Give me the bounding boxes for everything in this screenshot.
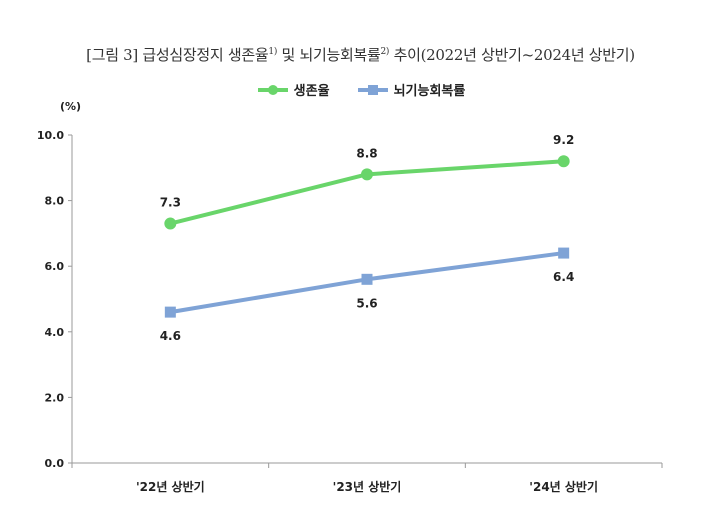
data-label: 4.6: [160, 329, 181, 343]
y-tick-label: 10.0: [37, 129, 64, 142]
y-tick-label: 4.0: [45, 326, 65, 339]
x-category-label: '24년 상반기: [529, 479, 598, 494]
data-label: 5.6: [356, 296, 377, 310]
y-axis-unit: (%): [60, 100, 82, 113]
y-tick-label: 6.0: [45, 260, 65, 273]
y-tick-label: 0.0: [45, 457, 65, 470]
data-point: [361, 273, 373, 285]
title-prefix: [그림 3] 급성심장정지 생존율: [86, 46, 269, 64]
data-label: 7.3: [160, 196, 181, 210]
legend-label-survival: 생존율: [293, 84, 330, 99]
legend-item-survival: 생존율: [256, 80, 330, 99]
x-category-label: '22년 상반기: [136, 479, 205, 494]
y-tick-label: 2.0: [45, 391, 65, 404]
title-footnote-2: 2): [380, 47, 390, 57]
legend-label-recovery: 뇌기능회복률: [393, 84, 466, 99]
data-label: 9.2: [553, 133, 574, 147]
data-label: 6.4: [553, 270, 574, 284]
data-point: [557, 155, 570, 168]
x-category-label: '23년 상반기: [333, 479, 402, 494]
data-label: 8.8: [356, 146, 377, 160]
y-tick-label: 8.0: [45, 195, 65, 208]
data-point: [164, 306, 176, 318]
title-suffix: 추이(2022년 상반기~2024년 상반기): [389, 46, 636, 64]
title-middle: 및 뇌기능회복률: [277, 46, 381, 64]
data-point: [558, 247, 570, 259]
data-point: [164, 217, 177, 230]
legend: 생존율 뇌기능회복률: [0, 80, 721, 99]
data-point: [361, 168, 373, 181]
title-footnote-1: 1): [268, 47, 278, 57]
legend-item-recovery: 뇌기능회복률: [356, 80, 466, 99]
legend-line-circle-icon: [257, 84, 288, 95]
legend-line-square-icon: [357, 84, 388, 95]
chart-title: [그림 3] 급성심장정지 생존율1) 및 뇌기능회복률2) 추이(2022년 …: [0, 44, 721, 65]
